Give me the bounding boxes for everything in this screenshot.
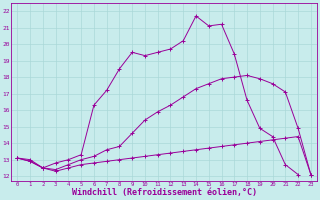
- X-axis label: Windchill (Refroidissement éolien,°C): Windchill (Refroidissement éolien,°C): [72, 188, 257, 197]
